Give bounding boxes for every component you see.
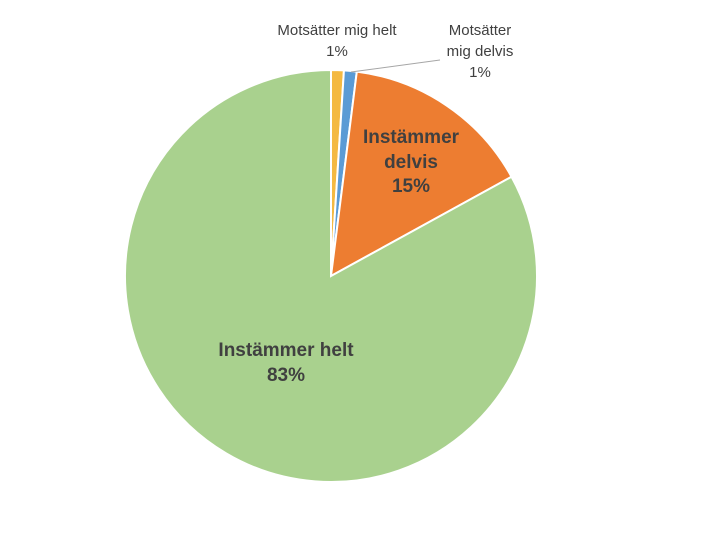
- slice-label: Instämmer delvis 15%: [356, 126, 466, 200]
- category-label: Motsätter mig helt: [277, 22, 397, 39]
- pie-slice: [124, 68, 538, 483]
- pie-slice: [329, 70, 513, 278]
- value-label: 83%: [266, 364, 306, 386]
- leader-line: [350, 59, 441, 73]
- value-label: 1%: [469, 64, 491, 81]
- category-label: Instämmer helt: [218, 340, 354, 361]
- value-label: 1%: [326, 43, 348, 60]
- slice-label: Motsätter mig delvis 1%: [435, 20, 525, 83]
- category-label: Motsätter mig delvis: [446, 22, 514, 60]
- slice-label: Motsätter mig helt 1%: [257, 20, 417, 62]
- slice-label: Instämmer helt 83%: [186, 339, 386, 388]
- value-label: 15%: [391, 176, 431, 198]
- category-label: Instämmer delvis: [362, 127, 460, 173]
